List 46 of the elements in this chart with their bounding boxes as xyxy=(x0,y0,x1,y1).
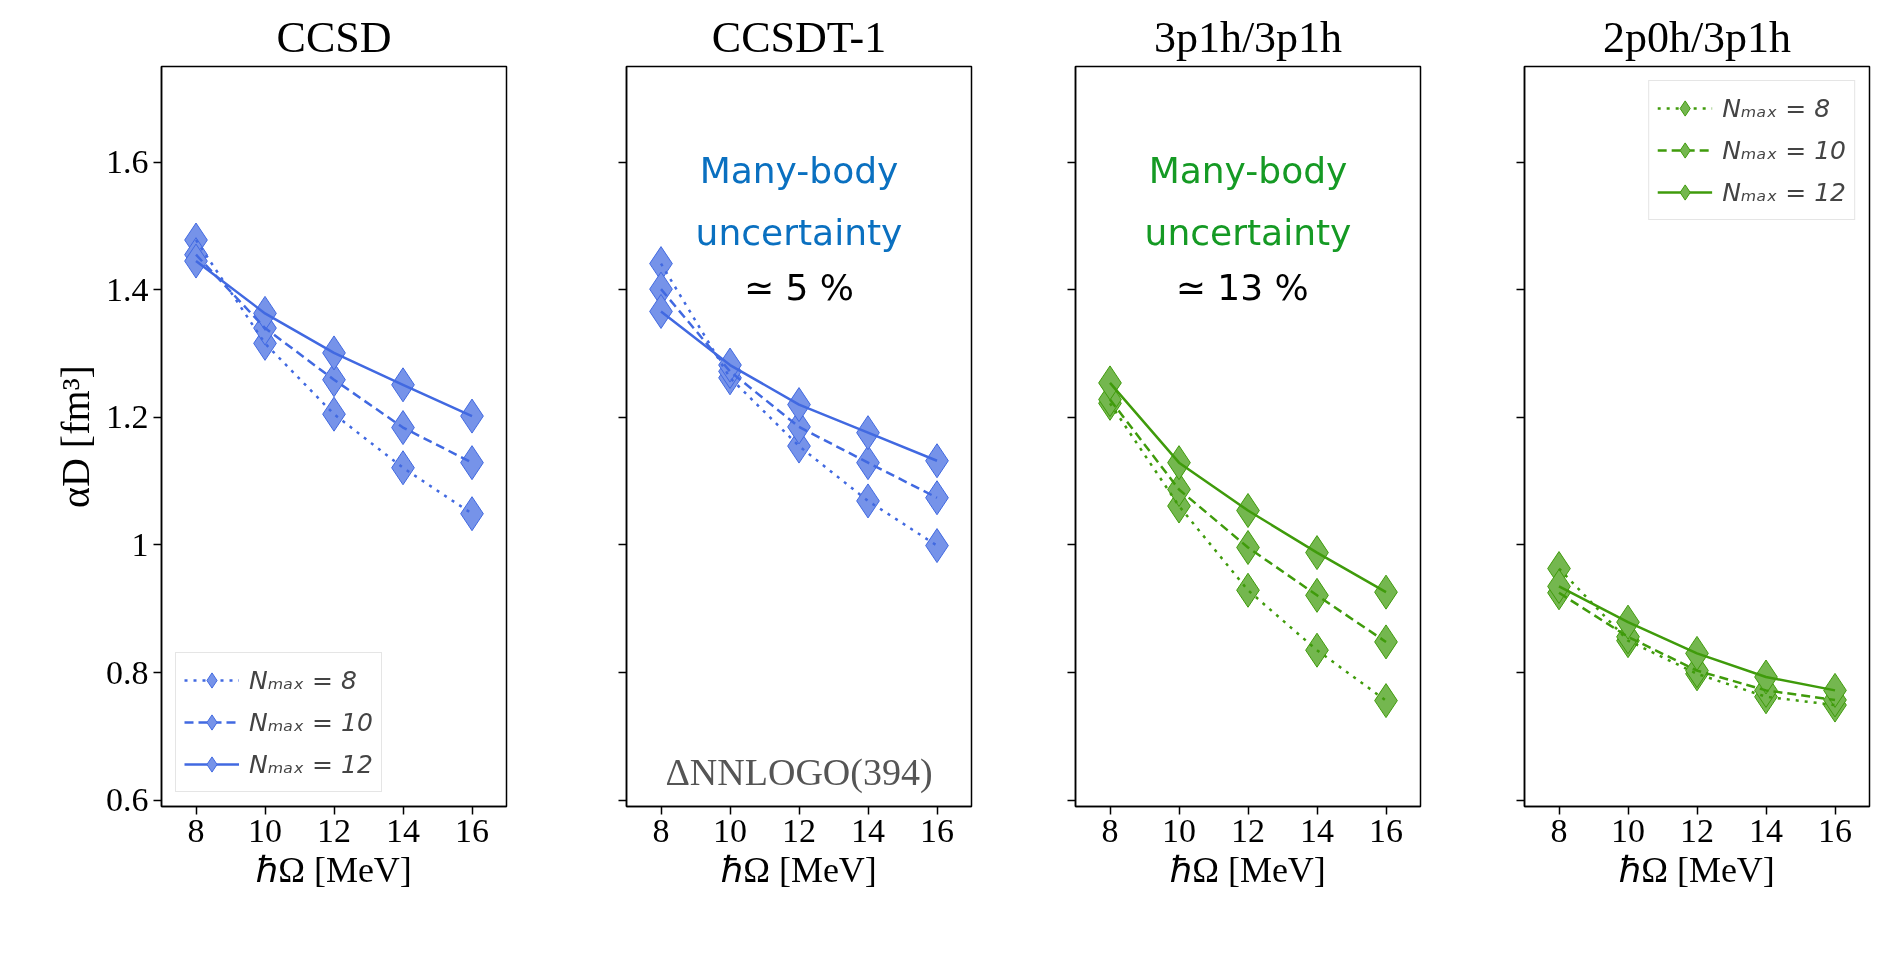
x-axis-title: ℏΩ [MeV] xyxy=(1170,849,1326,890)
x-tick-label: 16 xyxy=(455,811,489,849)
x-tick-label: 14 xyxy=(851,811,885,849)
x-tick-label: 8 xyxy=(1101,811,1119,849)
y-tick-label: 1.4 xyxy=(106,270,149,308)
x-tick-label: 14 xyxy=(386,811,420,849)
x-axis-title: ℏΩ [MeV] xyxy=(721,849,877,890)
x-tick-label: 16 xyxy=(1369,811,1403,849)
legend-label: Nₘₐₓ = 12 xyxy=(1722,177,1846,207)
x-tick-label: 10 xyxy=(248,811,282,849)
x-tick-label: 14 xyxy=(1749,811,1783,849)
x-tick-label: 10 xyxy=(1611,811,1645,849)
y-tick-label: 0.8 xyxy=(106,653,149,691)
x-tick-label: 12 xyxy=(1680,811,1714,849)
x-tick-label: 8 xyxy=(1550,811,1568,849)
x-tick-label: 12 xyxy=(317,811,351,849)
x-tick-label: 16 xyxy=(920,811,954,849)
legend-label: Nₘₐₓ = 8 xyxy=(249,665,357,695)
legend-label: Nₘₐₓ = 10 xyxy=(249,707,373,737)
y-tick-label: 1 xyxy=(131,525,149,563)
legend-label: Nₘₐₓ = 12 xyxy=(249,749,373,779)
x-axis-title: ℏΩ [MeV] xyxy=(1619,849,1775,890)
legend-label: Nₘₐₓ = 10 xyxy=(1722,135,1846,165)
x-tick-label: 14 xyxy=(1300,811,1334,849)
y-tick-label: 1.2 xyxy=(106,398,149,436)
annotation: ≃ 13 % xyxy=(1175,267,1309,308)
annotation: Many-body uncertainty xyxy=(695,150,903,253)
x-tick-label: 10 xyxy=(1162,811,1196,849)
x-tick-label: 12 xyxy=(782,811,816,849)
annotation: ≃ 5 % xyxy=(743,267,855,308)
y-tick-label: 1.6 xyxy=(106,143,149,181)
x-tick-label: 16 xyxy=(1818,811,1852,849)
y-tick-label: 0.6 xyxy=(106,781,149,819)
y-axis-title: αD [fm³] xyxy=(53,365,98,508)
x-axis-title: ℏΩ [MeV] xyxy=(256,849,412,890)
x-tick-label: 12 xyxy=(1231,811,1265,849)
chart-title: CCSD xyxy=(276,12,392,62)
chart-title: CCSDT-1 xyxy=(711,12,887,62)
x-tick-label: 10 xyxy=(713,811,747,849)
chart-title: 2p0h/3p1h xyxy=(1602,12,1792,62)
annotation: Many-body uncertainty xyxy=(1144,150,1352,253)
x-tick-label: 8 xyxy=(652,811,670,849)
legend-label: Nₘₐₓ = 8 xyxy=(1722,93,1831,123)
x-tick-label: 8 xyxy=(187,811,205,849)
annotation: ΔNNLOGO(394) xyxy=(665,750,933,794)
chart-title: 3p1h/3p1h xyxy=(1153,12,1343,62)
